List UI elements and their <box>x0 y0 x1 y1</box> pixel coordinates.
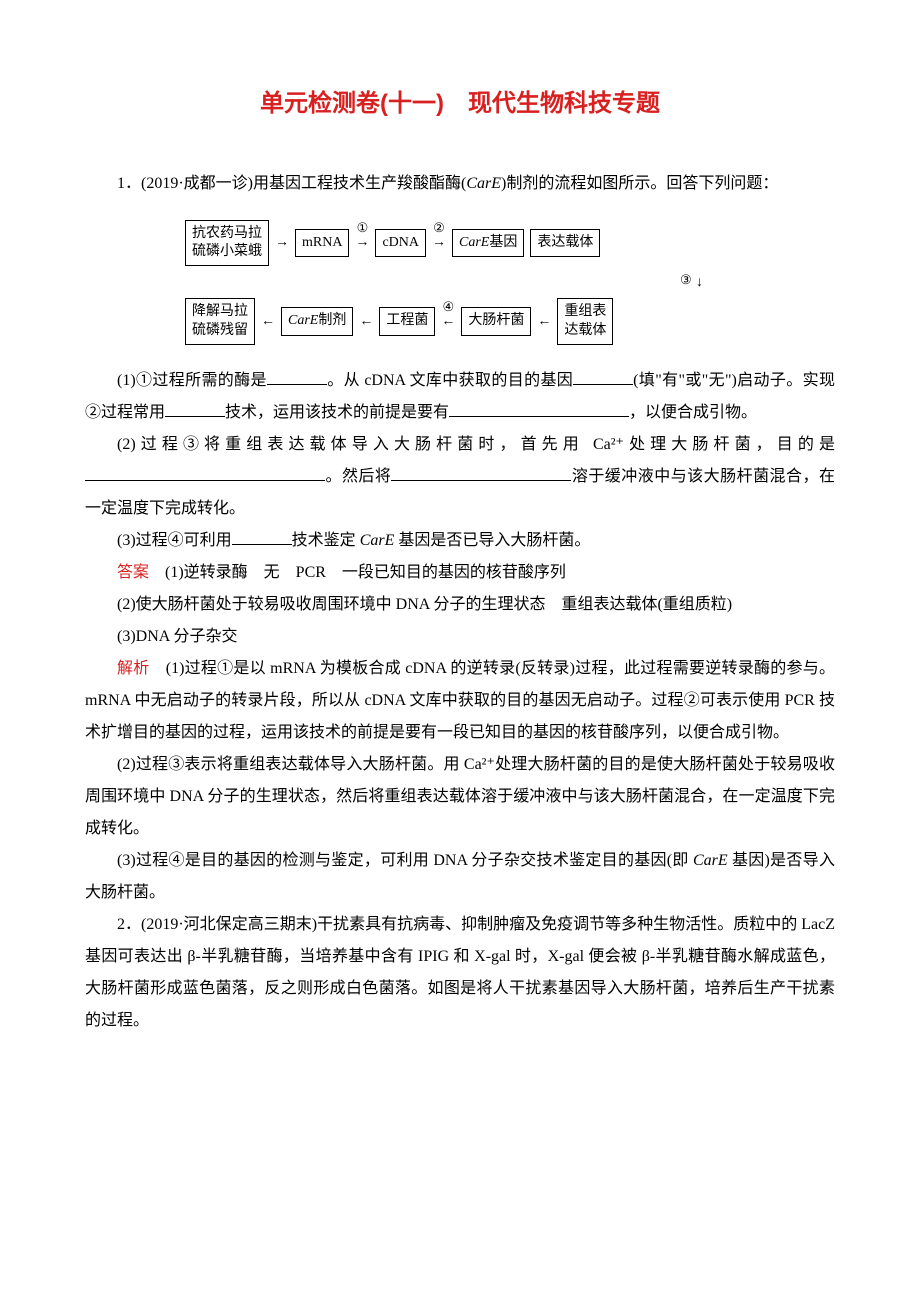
blank-1 <box>267 368 327 385</box>
blank-7 <box>232 528 292 545</box>
down-arrow: ③↓ <box>696 269 703 297</box>
blank-5 <box>85 464 325 481</box>
q1-part3: (3)过程④可利用 技术鉴定 CarE 基因是否已导入大肠杆菌。 <box>85 525 835 557</box>
box-degrade: 降解马拉硫磷残留 <box>185 298 255 344</box>
box-cdna: cDNA <box>375 229 426 257</box>
box-mrna: mRNA <box>295 229 349 257</box>
q1p1-d: 技术，运用该技术的前提是要有 <box>225 404 449 421</box>
box-care-gene: CarE基因 <box>452 229 524 257</box>
answer-label: 答案 <box>117 564 149 581</box>
blank-4 <box>449 400 629 417</box>
flow-row-1: 抗农药马拉硫磷小菜蛾 → mRNA ①→ cDNA ②→ CarE基因 表达载体 <box>185 220 735 266</box>
flow-row-2: 降解马拉硫磷残留 ← CarE制剂 ← 工程菌 ④← 大肠杆菌 ← 重组表达载体 <box>185 298 735 344</box>
box-recomb-vector: 重组表达载体 <box>557 298 613 344</box>
q1-answer-line1: 答案 (1)逆转录酶 无 PCR 一段已知目的基因的核苷酸序列 <box>85 557 835 589</box>
q1-part2: (2)过程③将重组表达载体导入大肠杆菌时，首先用 Ca²⁺处理大肠杆菌，目的是。… <box>85 429 835 525</box>
q1p2-a: (2)过程③将重组表达载体导入大肠杆菌时，首先用 Ca²⁺处理大肠杆菌，目的是 <box>117 436 835 453</box>
q1-part1: (1)①过程所需的酶是。从 cDNA 文库中获取的目的基因(填"有"或"无")启… <box>85 365 835 429</box>
flow-diagram: 抗农药马拉硫磷小菜蛾 → mRNA ①→ cDNA ②→ CarE基因 表达载体… <box>185 220 735 345</box>
q1-answer-line2: (2)使大肠杆菌处于较易吸收周围环境中 DNA 分子的生理状态 重组表达载体(重… <box>85 589 835 621</box>
q1-explain-3: (3)过程④是目的基因的检测与鉴定，可利用 DNA 分子杂交技术鉴定目的基因(即… <box>85 845 835 909</box>
q1-exp1: (1)过程①是以 mRNA 为模板合成 cDNA 的逆转录(反转录)过程，此过程… <box>85 660 835 741</box>
arrow-3: ②→ <box>426 229 452 257</box>
down-arrow-label: ③ <box>680 267 692 293</box>
arrow-2: ①→ <box>349 229 375 257</box>
q1p3-b: 技术鉴定 CarE 基因是否已导入大肠杆菌。 <box>292 532 591 549</box>
arrow-label-2: ② <box>433 215 445 241</box>
box-vector: 表达载体 <box>530 229 600 257</box>
q1p3-a: (3)过程④可利用 <box>117 532 232 549</box>
q1-explain-1: 解析 (1)过程①是以 mRNA 为模板合成 cDNA 的逆转录(反转录)过程，… <box>85 653 835 749</box>
arrow-label-1: ① <box>357 215 369 241</box>
box-care-product: CarE制剂 <box>281 307 353 335</box>
down-arrow-row: ③↓ <box>185 268 735 298</box>
arrow-b3: ④← <box>435 308 461 336</box>
explain-label: 解析 <box>117 660 150 677</box>
blank-6 <box>391 464 571 481</box>
arrow-b2: ← <box>353 308 379 336</box>
q1p2-b: 。然后将 <box>325 468 391 485</box>
q1p1-b: 。从 cDNA 文库中获取的目的基因 <box>327 372 573 389</box>
blank-2 <box>573 368 633 385</box>
arrow-b4: ← <box>531 308 557 336</box>
q1-intro: 1．(2019·成都一诊)用基因工程技术生产羧酸酯酶(CarE)制剂的流程如图所… <box>85 168 835 200</box>
q1-intro-text: 1．(2019·成都一诊)用基因工程技术生产羧酸酯酶(CarE)制剂的流程如图所… <box>117 175 778 192</box>
q1p1-a: (1)①过程所需的酶是 <box>117 372 267 389</box>
q2-intro: 2．(2019·河北保定高三期末)干扰素具有抗病毒、抑制肿瘤及免疫调节等多种生物… <box>85 909 835 1037</box>
arrow-label-4: ④ <box>443 294 455 320</box>
box-ecoli: 大肠杆菌 <box>461 307 531 335</box>
q1-answer-line3: (3)DNA 分子杂交 <box>85 621 835 653</box>
box-source: 抗农药马拉硫磷小菜蛾 <box>185 220 269 266</box>
box-engineered: 工程菌 <box>379 307 435 335</box>
q1p1-e: ，以便合成引物。 <box>629 404 757 421</box>
blank-3 <box>165 400 225 417</box>
q1-ans1: (1)逆转录酶 无 PCR 一段已知目的基因的核苷酸序列 <box>149 564 566 581</box>
q1-explain-2: (2)过程③表示将重组表达载体导入大肠杆菌。用 Ca²⁺处理大肠杆菌的目的是使大… <box>85 749 835 845</box>
arrow-b1: ← <box>255 308 281 336</box>
page-title: 单元检测卷(十一) 现代生物科技专题 <box>85 80 835 128</box>
arrow-1: → <box>269 229 295 257</box>
